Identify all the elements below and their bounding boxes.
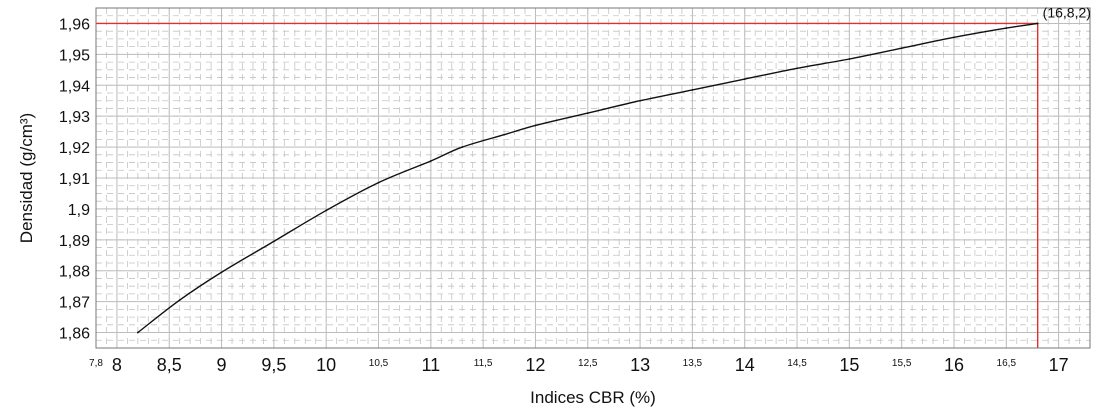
x-tick-label: 13 [630, 355, 650, 375]
y-tick-label: 1,93 [59, 109, 90, 126]
y-tick-label: 1,89 [59, 233, 90, 250]
series-point [1005, 27, 1008, 29]
series-point [503, 133, 505, 136]
series-point [691, 89, 694, 91]
x-tick-label: 9,5 [261, 355, 286, 375]
x-tick-label-small: 16,5 [997, 358, 1017, 369]
y-tick-label: 1,92 [59, 140, 90, 157]
y-tick-label: 1,86 [59, 326, 90, 343]
x-tick-label-small: 7,8 [89, 358, 103, 369]
x-tick-label: 10 [316, 355, 336, 375]
y-axis-ticks: 1,86 1,87 1,88 1,89 1,9 1,91 1,92 1,93 1,94 1,95 1… [59, 16, 90, 342]
y-axis-label: Densidad (g/cm³) [17, 113, 36, 243]
x-tick-label: 16 [944, 355, 964, 375]
reference-lines [96, 22, 1039, 348]
y-tick-label: 1,91 [59, 171, 90, 188]
series-point [534, 124, 537, 127]
series-point [743, 78, 746, 80]
series-point [900, 47, 903, 50]
x-tick-label: 17 [1049, 355, 1069, 375]
series-point [220, 271, 223, 274]
series-point [178, 299, 181, 301]
series-point [1036, 22, 1039, 25]
point-annotation: (16,8,2) [1043, 4, 1091, 20]
series-point [953, 36, 955, 39]
x-tick-label-small: 14,5 [787, 358, 807, 369]
x-tick-label: 12 [525, 355, 545, 375]
x-tick-label-small: 12,5 [578, 358, 598, 369]
x-tick-label: 11 [421, 355, 440, 375]
x-axis-label: Indices CBR (%) [530, 388, 656, 407]
x-axis-ticks: 8 8,5 9 9,5 10 11 12 13 14 15 16 17 7,8 10,5 11,5 12,5 1… [89, 355, 1069, 375]
x-tick-label: 8,5 [157, 355, 182, 375]
x-tick-label-small: 13,5 [683, 358, 703, 369]
x-tick-label: 15 [839, 355, 859, 375]
x-tick-label: 14 [735, 355, 755, 375]
x-tick-label-small: 15,5 [892, 358, 912, 369]
y-tick-label: 1,94 [59, 78, 90, 95]
series-point [461, 146, 464, 148]
y-tick-label: 1,88 [59, 264, 90, 281]
plot-frame [95, 7, 1091, 349]
y-tick-label: 1,87 [59, 295, 90, 312]
series-point [377, 181, 380, 184]
series-point [639, 99, 641, 102]
series-group [136, 22, 1039, 334]
series-point [848, 58, 851, 60]
x-tick-label-small: 11,5 [474, 358, 493, 369]
x-tick-label-small: 10,5 [369, 358, 389, 369]
x-tick-label: 8 [112, 355, 122, 375]
series-point [272, 240, 275, 243]
major-grid [96, 8, 1090, 348]
y-tick-label: 1,96 [59, 16, 90, 33]
x-tick-label: 9 [217, 355, 227, 375]
series-point [429, 160, 432, 162]
series-point [796, 67, 798, 70]
series-point [136, 331, 139, 334]
y-tick-label: 1,95 [59, 47, 90, 64]
y-tick-label: 1,9 [68, 202, 90, 219]
series-point [586, 112, 589, 114]
series-line [137, 22, 1038, 334]
series-point [325, 209, 328, 212]
